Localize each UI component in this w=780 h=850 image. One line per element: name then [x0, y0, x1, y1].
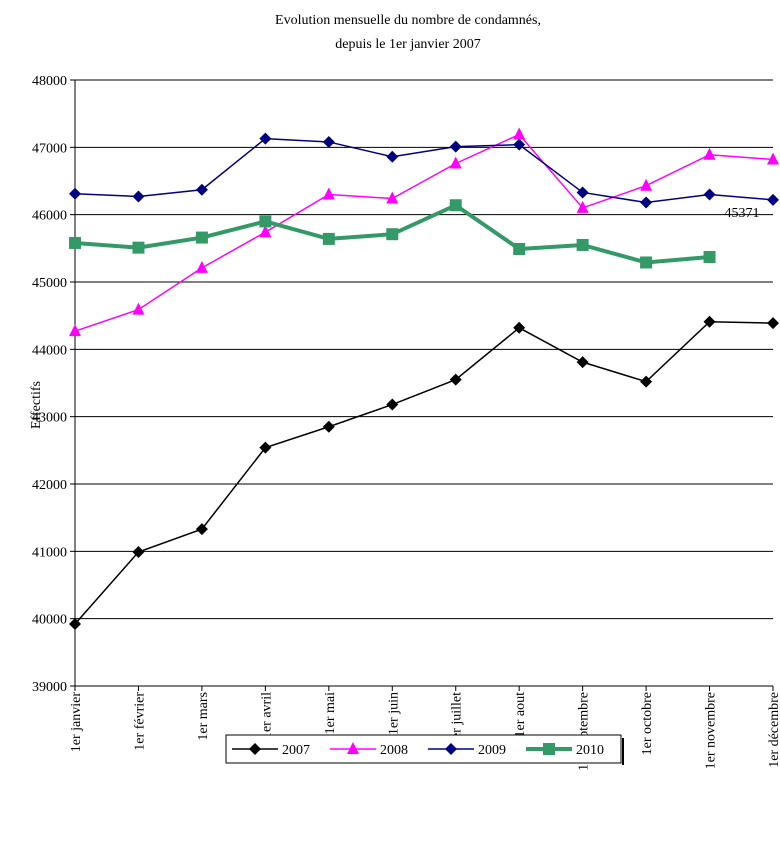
point — [322, 135, 335, 148]
point — [640, 375, 653, 388]
point — [132, 302, 145, 315]
y-axis-label: Effectifs — [29, 381, 44, 429]
point — [449, 199, 462, 212]
data-label: 45371 — [725, 206, 760, 221]
chart-title: depuis le 1er janvier 2007 — [335, 37, 480, 52]
point — [132, 190, 145, 203]
point — [386, 191, 399, 204]
point — [69, 324, 81, 337]
x-tick-label: 1er décembre — [767, 692, 780, 768]
y-tick-label: 43000 — [32, 411, 67, 426]
legend-marker — [543, 743, 555, 755]
point — [640, 256, 653, 269]
legend-marker — [249, 743, 261, 755]
point — [132, 241, 145, 254]
point — [640, 178, 653, 191]
series-line — [74, 137, 774, 204]
point — [322, 420, 335, 433]
point — [259, 215, 272, 228]
point — [703, 315, 716, 328]
x-tick-label: 1er novembre — [704, 692, 719, 769]
x-tick-label: 1er mars — [196, 692, 211, 741]
point — [703, 251, 716, 264]
legend-label: 2007 — [282, 743, 310, 758]
x-tick-label: 1er juin — [386, 692, 401, 735]
point — [195, 523, 208, 536]
point — [195, 231, 208, 244]
point — [132, 546, 145, 559]
point — [703, 147, 716, 160]
point — [703, 188, 716, 201]
y-tick-label: 44000 — [32, 343, 67, 358]
point — [513, 138, 526, 151]
x-tick-label: 1er aout — [513, 692, 528, 738]
y-tick-label: 42000 — [32, 478, 67, 493]
point — [767, 152, 779, 165]
point — [386, 228, 399, 241]
legend-label: 2009 — [478, 743, 506, 758]
x-tick-label: 1er octobre — [640, 692, 655, 755]
point — [767, 193, 779, 206]
point — [449, 373, 462, 386]
series-line — [74, 133, 774, 332]
point — [576, 356, 589, 369]
point — [322, 187, 335, 200]
point — [513, 127, 526, 140]
y-tick-label: 40000 — [32, 613, 67, 628]
point — [576, 238, 589, 251]
y-tick-label: 41000 — [32, 545, 67, 560]
y-tick-label: 47000 — [32, 141, 67, 156]
y-tick-label: 48000 — [32, 74, 67, 89]
point — [322, 232, 335, 245]
point — [449, 156, 462, 169]
x-tick-label: 1er juillet — [450, 692, 465, 746]
point — [386, 398, 399, 411]
point — [69, 187, 81, 200]
legend-marker — [347, 742, 359, 754]
legend-label: 2010 — [576, 743, 604, 758]
y-tick-label: 45000 — [32, 276, 67, 291]
point — [449, 140, 462, 153]
legend-marker — [445, 743, 457, 755]
point — [259, 441, 272, 454]
chart-title: Evolution mensuelle du nombre de condamn… — [275, 13, 541, 28]
x-tick-label: 1er janvier — [69, 692, 84, 753]
point — [386, 150, 399, 163]
legend-label: 2008 — [380, 743, 408, 758]
point — [513, 321, 526, 334]
y-tick-label: 46000 — [32, 209, 67, 224]
point — [576, 200, 589, 213]
point — [640, 196, 653, 209]
point — [767, 317, 779, 330]
point — [195, 260, 208, 273]
y-tick-label: 39000 — [32, 680, 67, 695]
point — [195, 183, 208, 196]
point — [259, 225, 272, 238]
point — [69, 618, 81, 631]
x-tick-label: 1er mai — [323, 692, 338, 734]
point — [69, 236, 81, 249]
point — [576, 186, 589, 199]
point — [513, 243, 526, 256]
series-line — [74, 320, 774, 625]
x-tick-label: 1er février — [132, 692, 147, 751]
point — [259, 132, 272, 145]
x-tick-label: 1er avril — [259, 692, 274, 739]
